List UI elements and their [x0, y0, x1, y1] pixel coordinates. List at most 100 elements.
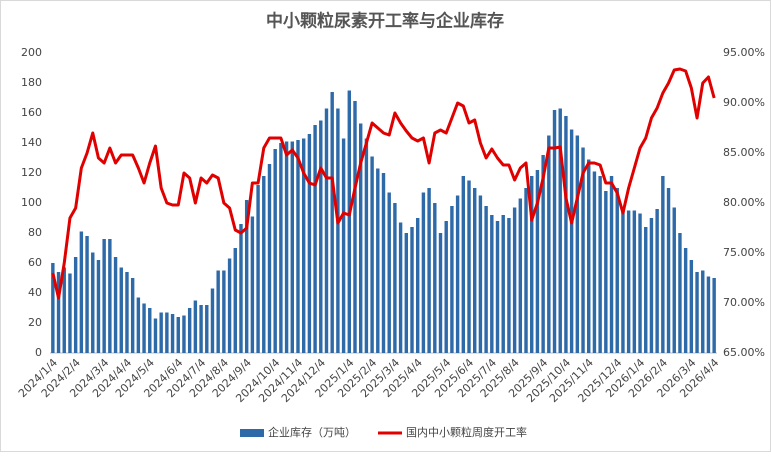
y2-tick-label: 70.00% [723, 296, 765, 309]
bar [689, 260, 694, 353]
bar [51, 263, 55, 353]
bar [518, 198, 523, 353]
bar [187, 308, 192, 353]
bar [547, 135, 551, 353]
y-tick-label: 180 [21, 76, 42, 89]
bar [216, 270, 220, 353]
bar [273, 149, 277, 353]
bar [415, 218, 420, 353]
bar [433, 203, 437, 353]
bar [262, 176, 266, 353]
bar [256, 185, 260, 353]
bar [176, 317, 180, 353]
bar [108, 239, 112, 353]
bar [450, 206, 454, 353]
bar [313, 125, 317, 353]
bar [341, 138, 346, 353]
bar [473, 188, 477, 353]
bar [125, 272, 129, 353]
y-tick-label: 140 [21, 136, 42, 149]
bar [250, 216, 255, 353]
y2-tick-label: 80.00% [723, 196, 765, 209]
bar [398, 222, 403, 353]
bar [444, 221, 448, 353]
bar [324, 108, 329, 353]
bar [370, 156, 374, 353]
bar [564, 116, 568, 353]
chart-title: 中小颗粒尿素开工率与企业库存 [266, 11, 504, 32]
bar [73, 257, 78, 353]
bar [170, 314, 175, 353]
y2-tick-label: 95.00% [723, 46, 765, 59]
bar [672, 207, 676, 353]
y-tick-label: 40 [28, 286, 42, 299]
y2-tick-label: 75.00% [723, 246, 765, 259]
bar [113, 257, 118, 353]
bar [68, 273, 72, 353]
bar [478, 195, 483, 353]
bar [632, 210, 637, 353]
legend-label: 企业库存（万吨） [268, 425, 356, 439]
bar [330, 92, 334, 353]
bar [558, 108, 562, 353]
bar [421, 192, 426, 353]
bar [649, 218, 654, 353]
bar [79, 231, 84, 353]
bar [284, 141, 289, 353]
bar [119, 267, 123, 353]
bar [96, 260, 101, 353]
bar [301, 138, 306, 353]
bar [227, 258, 232, 353]
bar [507, 218, 511, 353]
bar [199, 305, 203, 353]
bar [530, 176, 534, 353]
bar [290, 141, 294, 353]
y2-tick-label: 85.00% [723, 146, 765, 159]
bar [609, 176, 614, 353]
y-tick-label: 120 [21, 166, 42, 179]
bar [353, 101, 357, 353]
bar [427, 188, 431, 353]
bar [239, 224, 243, 353]
bar [205, 305, 209, 353]
bar [501, 215, 505, 353]
bar [56, 272, 61, 353]
bar [364, 138, 369, 353]
bar [621, 207, 625, 353]
y-tick-label: 80 [28, 226, 42, 239]
bar [706, 276, 711, 353]
bar [387, 192, 391, 353]
bar [661, 176, 665, 353]
bar [541, 155, 545, 353]
bar [495, 221, 500, 353]
y-tick-label: 100 [21, 196, 42, 209]
bar [182, 315, 186, 353]
line [51, 67, 716, 300]
bar [233, 248, 237, 353]
legend-swatch [240, 429, 264, 437]
bar [393, 203, 397, 353]
bar [587, 159, 591, 353]
bar [381, 173, 386, 353]
bar [678, 233, 682, 353]
y2-tick-label: 65.00% [723, 346, 765, 359]
bar [598, 176, 602, 353]
bar [695, 272, 699, 353]
bar [244, 200, 249, 353]
bar [575, 135, 580, 353]
bar [569, 129, 574, 353]
bar [336, 108, 340, 353]
bar [455, 195, 460, 353]
bar [307, 134, 312, 353]
bar [552, 110, 557, 353]
bar [102, 239, 106, 353]
bar [404, 233, 409, 353]
bar [267, 164, 272, 353]
bar [655, 209, 659, 353]
y-tick-label: 20 [28, 316, 42, 329]
bar [130, 278, 135, 353]
bar [410, 227, 414, 353]
bar [153, 318, 158, 353]
bar [644, 227, 648, 353]
